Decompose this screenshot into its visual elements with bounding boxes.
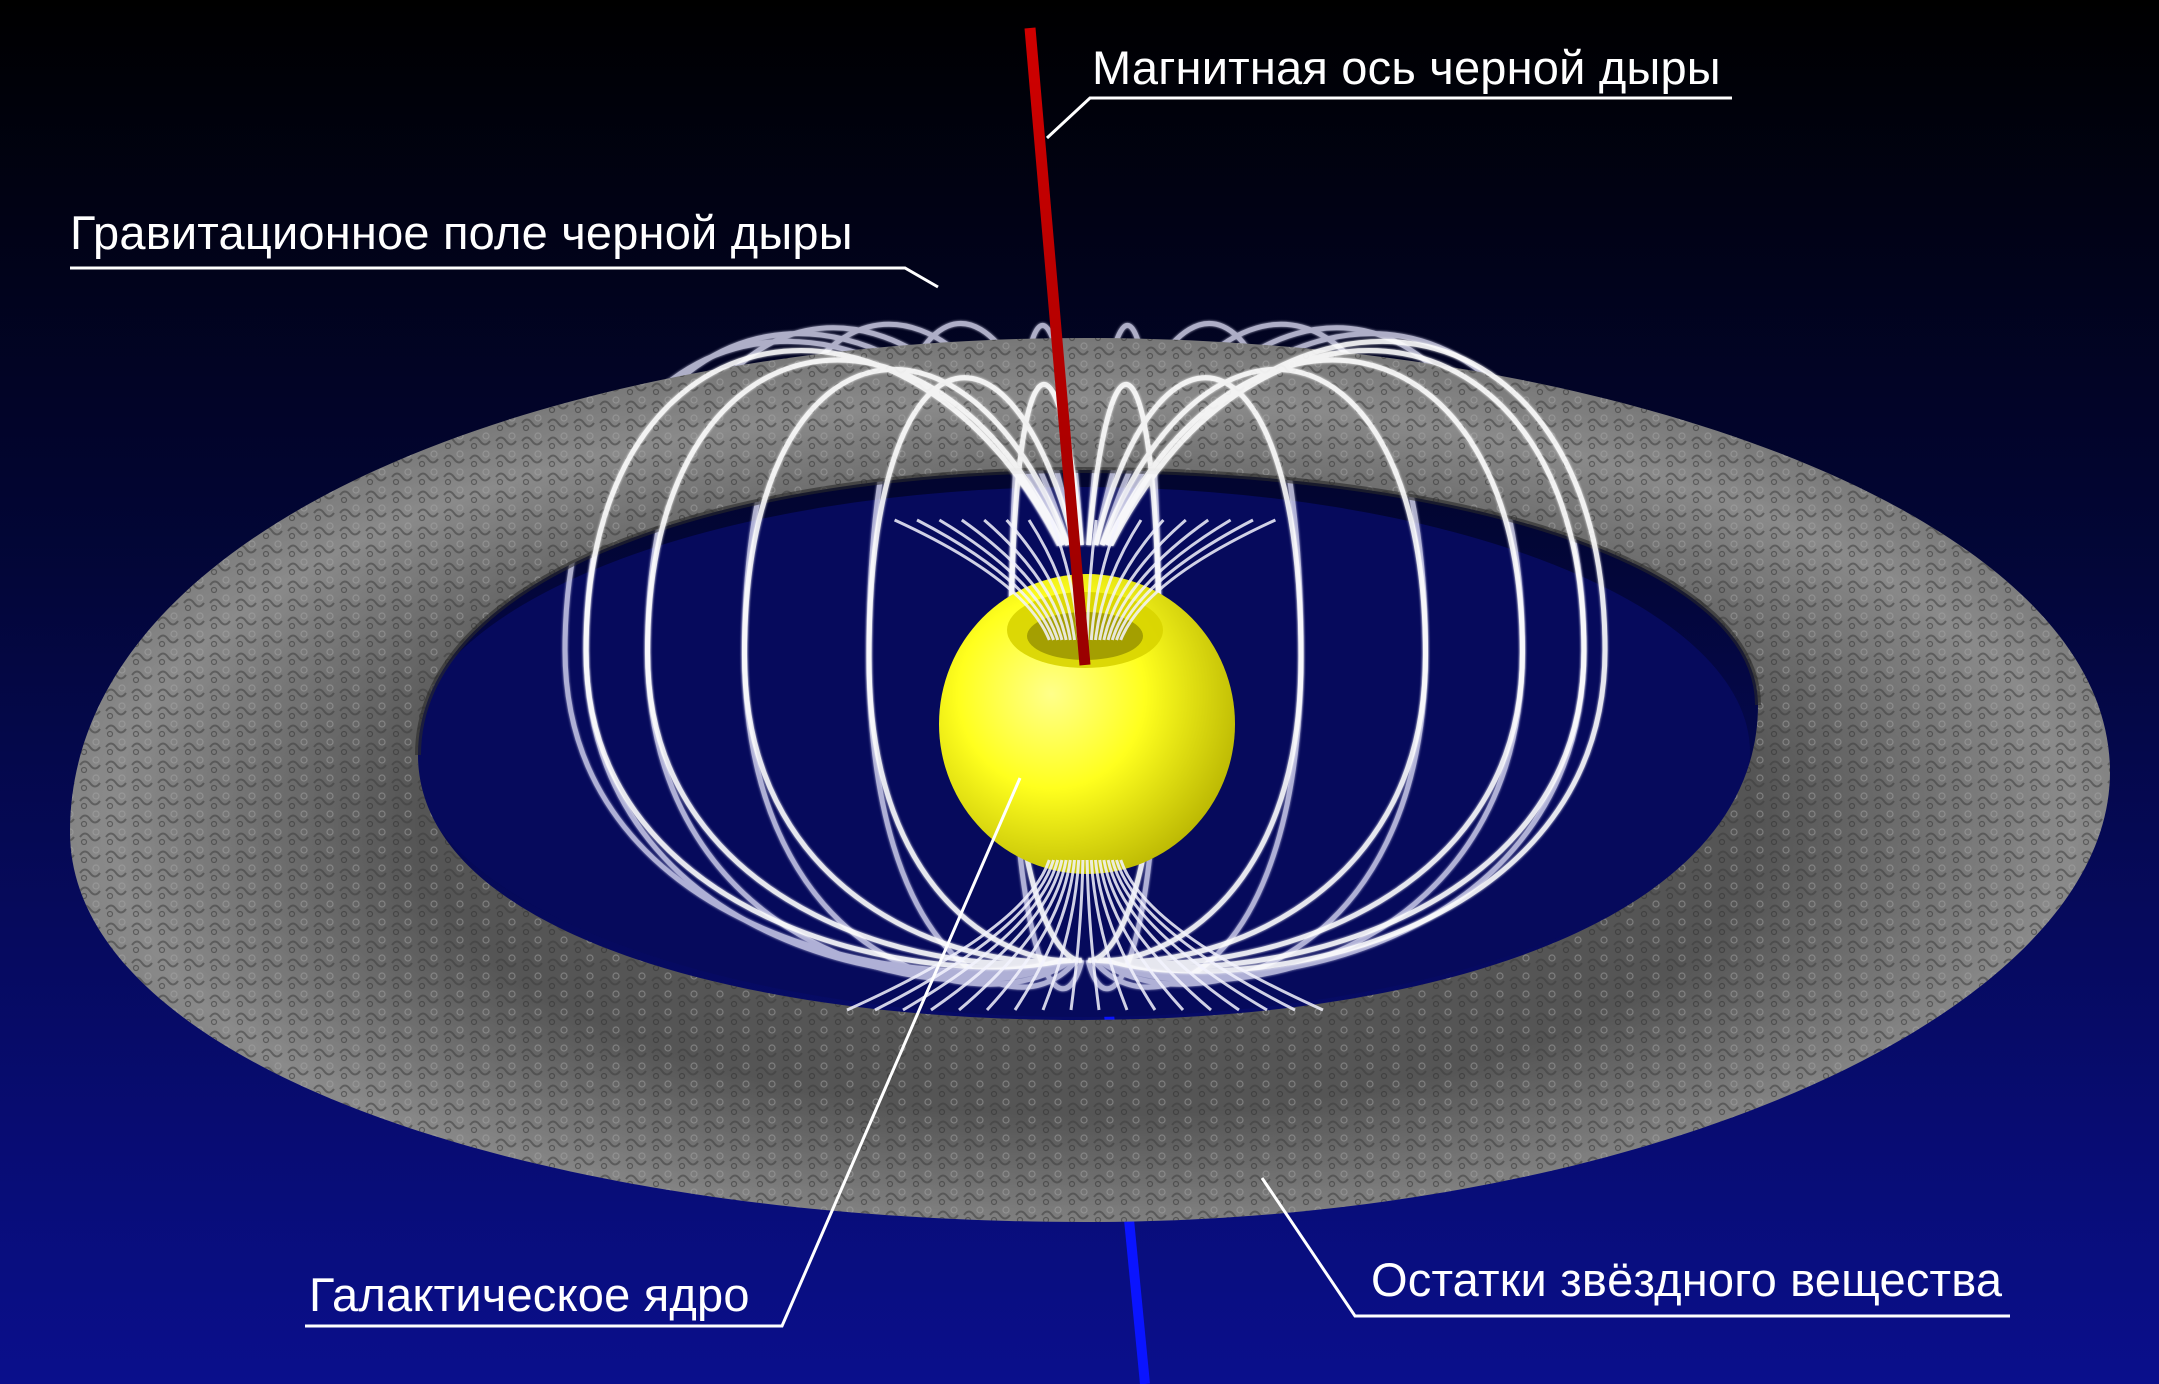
field-line-bundle-top <box>960 518 1064 641</box>
field-line <box>645 357 1068 967</box>
field-line <box>1086 381 1162 963</box>
field-line-bundle-top <box>1005 518 1072 641</box>
field-line-bundle-top <box>893 518 1051 641</box>
field-line-bundle-bottom <box>1085 859 1101 1011</box>
field-line-bundle-top <box>1119 518 1277 641</box>
field-line-bundle-top <box>1085 519 1098 641</box>
leader-line-magnetic-axis <box>1045 96 1732 140</box>
leader-line-gravitational-field <box>70 266 939 289</box>
field-line-bundle-bottom <box>1089 859 1129 1011</box>
leader-line-stellar-remnants <box>1260 1177 2010 1318</box>
field-line-bundle-top <box>1089 519 1120 641</box>
field-line-bundle-top <box>1098 518 1165 641</box>
field-line-bundle-bottom <box>902 859 1060 1012</box>
field-line-bundle-bottom <box>1102 859 1212 1012</box>
field-line-bundle-top <box>1110 518 1232 641</box>
field-line <box>741 366 1072 965</box>
field-line-bundle-bottom <box>958 859 1068 1012</box>
field-line-bundle-top <box>1115 518 1254 641</box>
field-line-bundle-top <box>1106 518 1210 641</box>
galactic-core-label: Галактическое ядро <box>309 1268 750 1321</box>
field-line-bundle-top <box>1102 518 1187 641</box>
ring-inner-rim <box>415 466 1761 756</box>
field-line-bundle-bottom <box>1013 859 1076 1011</box>
field-lines-front <box>583 339 1608 974</box>
field-line-bundle-bottom <box>1094 859 1157 1011</box>
field-line-bundle-top <box>938 518 1060 641</box>
field-line-bundle-top <box>1027 519 1076 641</box>
field-line-bundle-top <box>916 518 1055 641</box>
gravitational-field-label: Гравитационное поле черной дыры <box>70 206 853 259</box>
magnetic-axis-label: Магнитная ось черной дыры <box>1092 41 1721 94</box>
field-line-bundle-bottom <box>1110 859 1268 1012</box>
field-line-bundle-top <box>983 518 1068 641</box>
field-line-bundle-bottom <box>930 859 1064 1012</box>
field-line-bundle-bottom <box>846 859 1051 1012</box>
field-line <box>1105 339 1608 974</box>
magnetic-axis-upper <box>1024 27 1091 666</box>
field-line-bundle-bottom <box>1115 859 1296 1012</box>
field-line-bundle-bottom <box>1119 859 1324 1012</box>
field-line <box>1098 366 1429 965</box>
galactic-core <box>939 574 1235 874</box>
field-line <box>1102 357 1525 967</box>
leader-line-galactic-core <box>305 777 1022 1328</box>
field-line-bundle-bottom <box>1069 859 1085 1011</box>
field-line-bundle-bottom <box>1106 859 1240 1012</box>
stellar-remnants-label: Остатки звёздного вещества <box>1371 1253 2003 1306</box>
field-line-bundle-bottom <box>1098 859 1185 1012</box>
field-line-bundle-bottom <box>874 859 1055 1012</box>
field-line-bundle-top <box>1094 519 1143 641</box>
field-line <box>866 375 1077 964</box>
field-line <box>1093 375 1304 964</box>
field-line-bundle-bottom <box>985 859 1072 1012</box>
field-line-bundle-bottom <box>1041 859 1081 1011</box>
field-line <box>1104 348 1587 970</box>
